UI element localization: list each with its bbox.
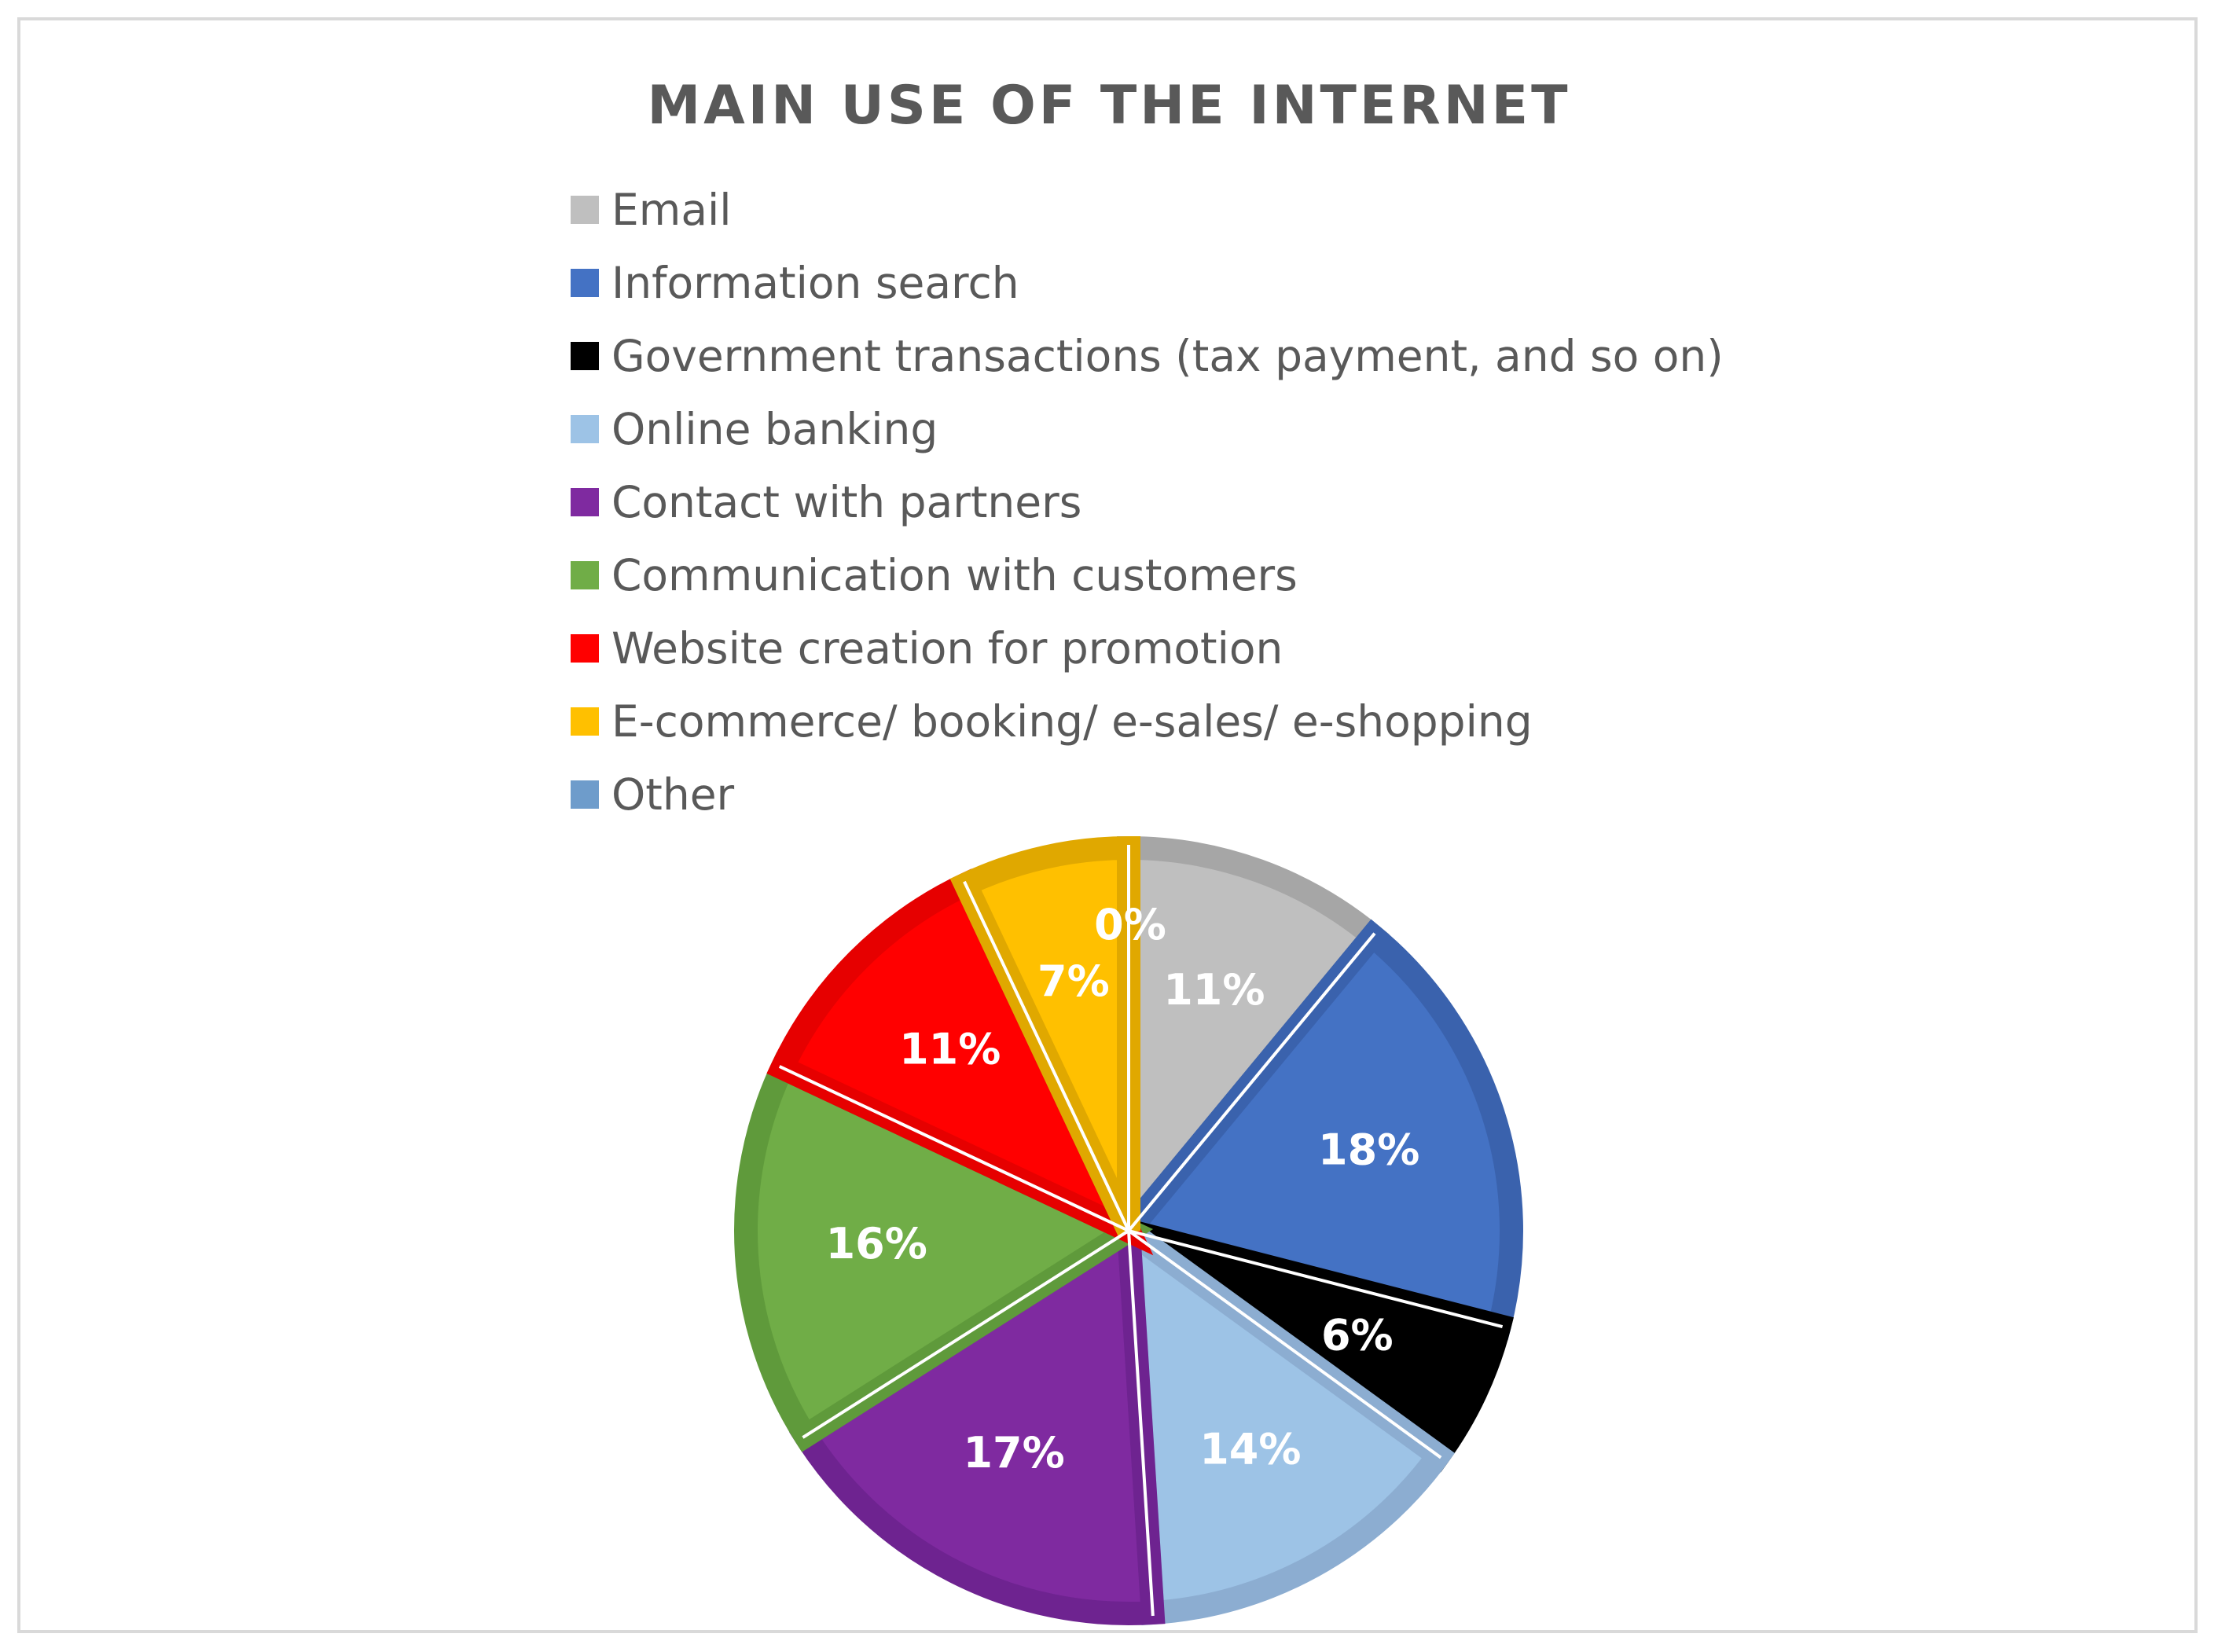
legend-swatch	[571, 707, 599, 736]
legend: Email Information search Government transa…	[571, 173, 1724, 831]
legend-swatch	[571, 633, 599, 663]
slice-separator	[1128, 1229, 1504, 1329]
legend-label: Government transactions (tax payment, an…	[611, 330, 1724, 381]
legend-swatch	[571, 780, 599, 809]
legend-item: Email	[571, 173, 1724, 246]
legend-swatch	[571, 487, 599, 516]
pie-slice	[1115, 1206, 1455, 1625]
legend-item: Government transactions (tax payment, an…	[571, 319, 1724, 392]
slice-data-label: 17%	[963, 1428, 1064, 1478]
slice-data-label: 6%	[1321, 1310, 1394, 1360]
legend-swatch	[571, 414, 599, 443]
slice-data-label: 0%	[1094, 900, 1166, 949]
legend-label: Online banking	[611, 403, 938, 454]
pie-slice	[766, 868, 1154, 1256]
slice-separator	[1127, 1229, 1442, 1459]
legend-label: Email	[611, 184, 732, 235]
slice-data-label: 11%	[899, 1024, 1001, 1074]
pie-slice	[1117, 835, 1390, 1264]
legend-item: Contact with partners	[571, 465, 1724, 538]
slice-data-label: 18%	[1318, 1125, 1419, 1174]
legend-item: Communication with customers	[571, 538, 1724, 611]
slice-data-label: 14%	[1199, 1424, 1301, 1474]
legend-label: Website creation for promotion	[611, 622, 1283, 674]
slice-separator	[778, 1065, 1129, 1232]
legend-label: Communication with customers	[611, 549, 1298, 600]
legend-item: Website creation for promotion	[571, 611, 1724, 685]
slice-separator	[1127, 932, 1376, 1232]
pie-slice	[734, 1052, 1154, 1452]
slice-separator	[963, 880, 1130, 1232]
legend-swatch	[571, 560, 599, 589]
legend-label: E-commerce/ booking/ e-sales/ e-shopping	[611, 696, 1533, 747]
legend-item: Information search	[571, 246, 1724, 319]
pie-slice	[949, 835, 1140, 1236]
legend-item: Other	[571, 758, 1724, 831]
legend-swatch	[571, 268, 599, 297]
legend-label: Contact with partners	[611, 476, 1082, 527]
legend-swatch	[571, 341, 599, 370]
legend-item: E-commerce/ booking/ e-sales/ e-shopping	[571, 685, 1724, 758]
slice-data-label: 7%	[1037, 956, 1110, 1006]
pie-slice	[789, 1210, 1166, 1625]
pie-slice	[1107, 919, 1523, 1341]
slice-data-label: 16%	[826, 1219, 927, 1268]
legend-label: Other	[611, 769, 735, 820]
chart-title: MAIN USE OF THE INTERNET	[647, 75, 1571, 137]
slice-separator	[802, 1229, 1130, 1439]
legend-swatch	[571, 195, 599, 224]
slice-data-label: 11%	[1163, 965, 1265, 1015]
legend-label: Information search	[611, 257, 1019, 308]
slice-separator	[1127, 1230, 1155, 1617]
legend-item: Online banking	[571, 392, 1724, 465]
